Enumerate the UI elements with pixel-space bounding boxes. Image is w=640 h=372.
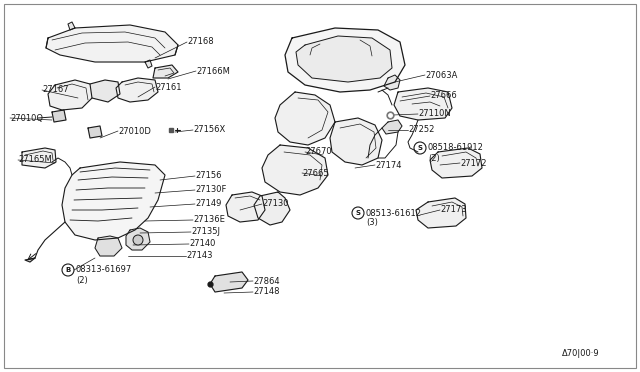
Text: 27165M: 27165M — [18, 155, 52, 164]
Text: (2): (2) — [76, 276, 88, 285]
Text: 08518-61912: 08518-61912 — [428, 144, 484, 153]
Text: 27140: 27140 — [189, 240, 216, 248]
Polygon shape — [52, 110, 66, 122]
Text: (2): (2) — [428, 154, 440, 163]
Polygon shape — [384, 75, 400, 90]
Text: S: S — [355, 210, 360, 216]
Polygon shape — [25, 258, 35, 262]
Text: 27252: 27252 — [408, 125, 435, 135]
Polygon shape — [275, 92, 335, 145]
Text: 27143: 27143 — [186, 251, 212, 260]
Text: 27110N: 27110N — [418, 109, 451, 119]
Polygon shape — [210, 272, 248, 292]
Polygon shape — [62, 162, 165, 240]
Text: 27168: 27168 — [187, 38, 214, 46]
Polygon shape — [254, 192, 290, 225]
Polygon shape — [88, 126, 102, 138]
Text: 27130: 27130 — [262, 199, 289, 208]
Text: 27149: 27149 — [195, 199, 221, 208]
Polygon shape — [22, 148, 56, 168]
Text: 27665: 27665 — [302, 169, 328, 177]
Polygon shape — [68, 22, 75, 30]
Text: S: S — [417, 145, 422, 151]
Text: 27166M: 27166M — [196, 67, 230, 76]
Text: 08513-61612: 08513-61612 — [366, 208, 422, 218]
Text: 27063A: 27063A — [425, 71, 458, 80]
Polygon shape — [116, 78, 158, 102]
Text: 27670: 27670 — [305, 148, 332, 157]
Polygon shape — [382, 120, 402, 134]
Polygon shape — [153, 65, 178, 78]
Text: 27010Q: 27010Q — [10, 113, 43, 122]
Text: 27136E: 27136E — [193, 215, 225, 224]
Polygon shape — [394, 88, 452, 120]
Text: 27666: 27666 — [430, 92, 457, 100]
Text: 27174: 27174 — [375, 160, 401, 170]
Text: 27135J: 27135J — [191, 228, 220, 237]
Polygon shape — [416, 198, 466, 228]
Polygon shape — [430, 148, 482, 178]
Polygon shape — [285, 28, 405, 92]
Text: 08313-61697: 08313-61697 — [76, 266, 132, 275]
Text: 27167: 27167 — [42, 86, 68, 94]
Polygon shape — [90, 80, 120, 102]
Polygon shape — [46, 25, 178, 62]
Polygon shape — [126, 228, 150, 250]
Text: B: B — [65, 267, 70, 273]
Polygon shape — [330, 118, 382, 165]
Text: 27156X: 27156X — [193, 125, 225, 135]
Text: 27156: 27156 — [195, 171, 221, 180]
Text: 27010D: 27010D — [118, 126, 151, 135]
Polygon shape — [226, 192, 265, 222]
Text: 27148: 27148 — [253, 288, 280, 296]
Text: 27161: 27161 — [155, 83, 182, 92]
Text: Δ70|00·9: Δ70|00·9 — [563, 349, 600, 358]
Polygon shape — [48, 80, 92, 110]
Text: 27864: 27864 — [253, 276, 280, 285]
Polygon shape — [296, 36, 392, 82]
Text: (3): (3) — [366, 218, 378, 228]
Polygon shape — [262, 145, 328, 195]
Polygon shape — [95, 236, 122, 256]
Circle shape — [133, 235, 143, 245]
Text: 27173: 27173 — [440, 205, 467, 215]
Text: 27172: 27172 — [460, 158, 486, 167]
Text: 27130F: 27130F — [195, 186, 227, 195]
Polygon shape — [145, 60, 152, 68]
